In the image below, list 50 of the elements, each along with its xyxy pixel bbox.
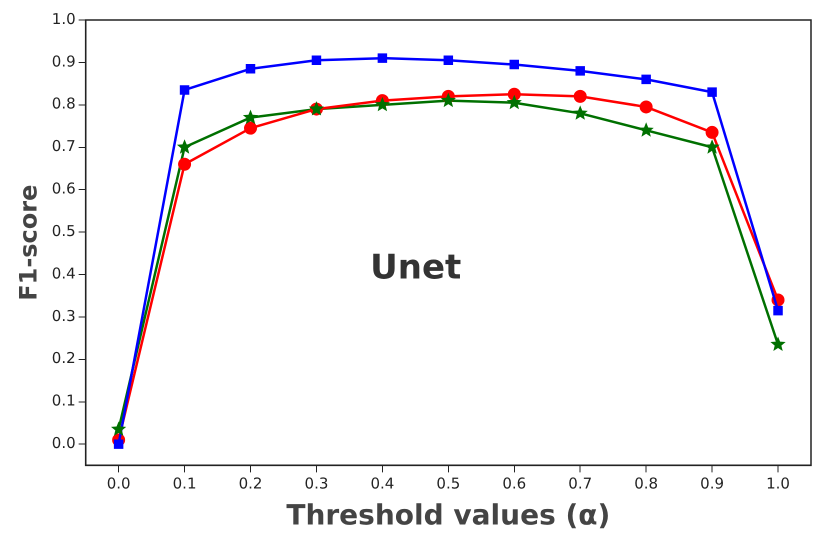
x-tick-label: 0.8	[634, 474, 658, 492]
y-tick-label: 0.1	[52, 392, 76, 410]
point	[572, 105, 588, 120]
point	[440, 92, 456, 108]
x-tick-label: 0.5	[436, 474, 460, 492]
y-tick-label: 0.6	[52, 180, 76, 198]
y-tick-label: 0.2	[52, 349, 76, 368]
point	[246, 64, 256, 74]
point	[706, 126, 719, 139]
point	[770, 336, 786, 351]
x-tick-label: 0.1	[172, 474, 196, 492]
point	[312, 56, 322, 66]
point	[638, 122, 654, 137]
y-tick-label: 0.4	[52, 264, 76, 282]
y-axis-title: F1-score	[14, 184, 43, 301]
point	[574, 90, 587, 103]
x-tick-label: 0.2	[238, 474, 262, 492]
x-tick-label: 0.6	[502, 474, 526, 492]
y-tick-label: 0.5	[52, 222, 76, 240]
point	[508, 88, 521, 101]
x-tick-label: 0.0	[106, 474, 131, 492]
y-tick-label: 0.0	[52, 434, 76, 452]
y-tick-label: 0.9	[52, 52, 76, 70]
point	[111, 421, 126, 436]
point	[180, 85, 190, 95]
x-tick-label: 0.7	[568, 474, 592, 492]
point	[176, 139, 192, 154]
point	[506, 94, 522, 110]
point	[640, 100, 653, 114]
x-tick-label: 1.0	[766, 474, 790, 492]
point	[444, 56, 454, 66]
point	[178, 158, 192, 171]
x-axis-title: Threshold values (α)	[286, 498, 610, 532]
x-tick-label: 0.3	[304, 474, 328, 492]
y-tick-label: 0.8	[52, 94, 76, 113]
point	[244, 122, 258, 135]
y-tick-label: 1.0	[52, 10, 76, 28]
point	[242, 110, 258, 124]
point	[773, 306, 783, 316]
point	[641, 74, 651, 84]
point	[378, 53, 388, 63]
x-tick-label: 0.4	[370, 474, 394, 492]
point	[510, 60, 520, 70]
annotation: Unet	[370, 247, 462, 288]
point	[575, 66, 585, 76]
y-tick-label: 0.3	[52, 306, 76, 325]
point	[374, 96, 390, 112]
x-tick-label: 0.9	[700, 474, 724, 492]
y-tick-label: 0.7	[52, 137, 76, 156]
point	[707, 87, 717, 97]
